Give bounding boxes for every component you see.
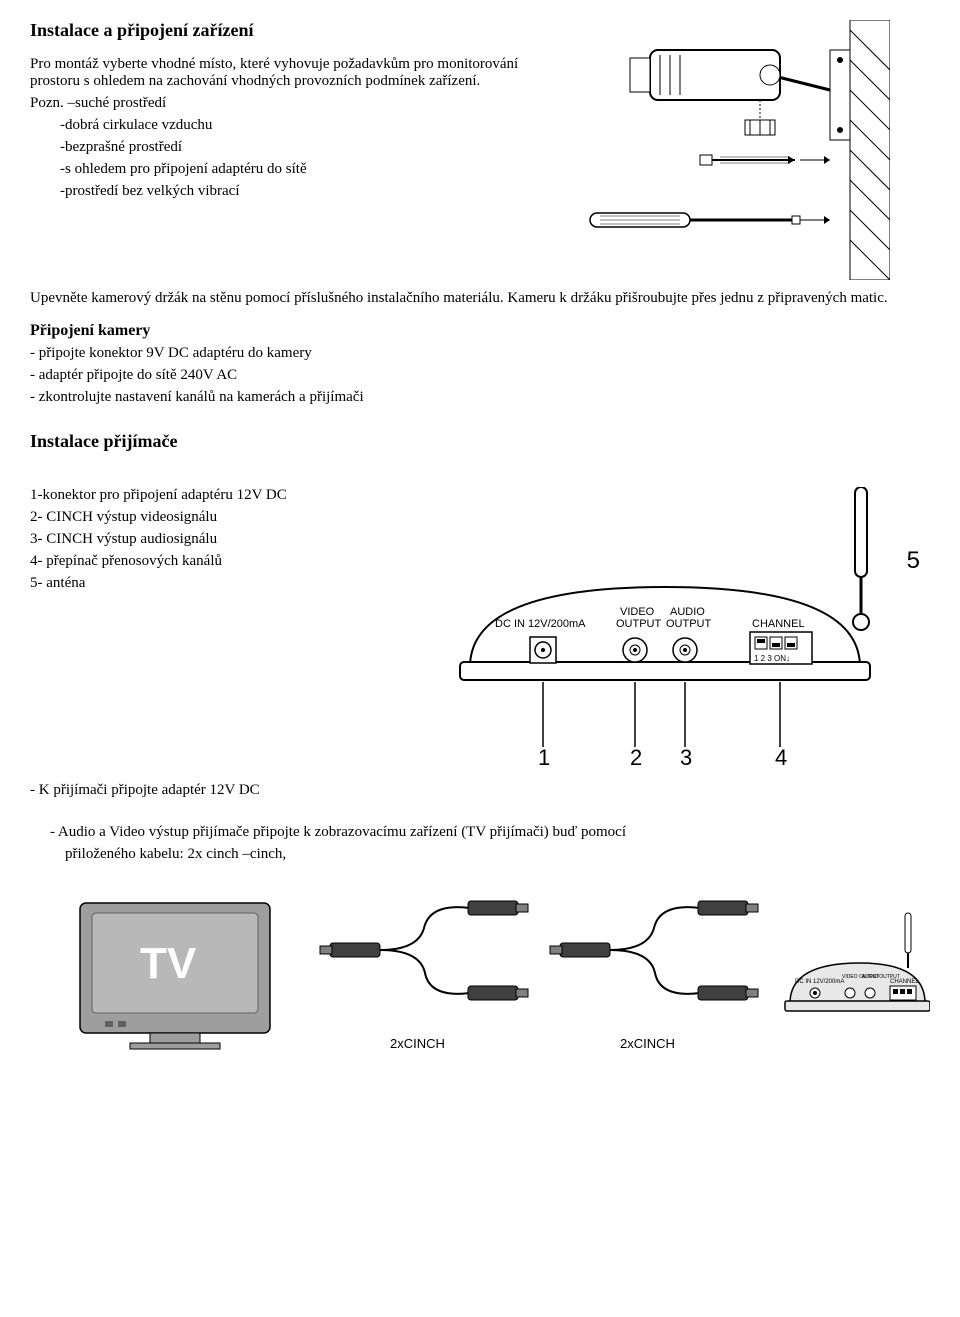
receiver-list-item: 5- anténa: [30, 575, 410, 592]
camera-mount-svg: [570, 20, 890, 280]
tv-label: TV: [140, 939, 197, 988]
antenna-label-5: 5: [907, 547, 920, 575]
tv-connection-diagram: TV 2xCINCH: [30, 883, 930, 1063]
condition-item: -s ohledem pro připojení adaptéru do sít…: [60, 161, 530, 178]
connect-item: - připojte konektor 9V DC adaptéru do ka…: [30, 345, 930, 362]
receiver-connect-line-2a: - Audio a Video výstup přijímače připojt…: [50, 824, 930, 841]
rx-channel-label: CHANNEL: [890, 979, 919, 985]
condition-item: -bezprašné prostředí: [60, 139, 530, 156]
receiver-list-item: 4- přepínač přenosových kanálů: [30, 553, 410, 570]
callout-1: 1: [538, 745, 550, 767]
connect-item: - zkontrolujte nastavení kanálů na kamer…: [30, 389, 930, 406]
section-installation: Instalace a připojení zařízení Pro montá…: [30, 20, 930, 280]
cinch-cable-2: 2xCINCH: [550, 901, 758, 1051]
dc-label: DC IN 12V/200mA: [495, 618, 586, 630]
tv-connection-svg: TV 2xCINCH: [30, 883, 930, 1063]
audio-label-1: AUDIO: [670, 606, 705, 618]
installation-text: Instalace a připojení zařízení Pro montá…: [30, 20, 530, 280]
heading-receiver-installation: Instalace přijímače: [30, 431, 930, 452]
receiver-small: DC IN 12V/200mA VIDEO OUTPUT AUDIO OUTPU…: [785, 913, 930, 1011]
cinch-label-1: 2xCINCH: [390, 1036, 445, 1051]
receiver-connect-line-1: - K přijímači připojte adaptér 12V DC: [30, 782, 930, 799]
callout-3: 3: [680, 745, 692, 767]
callout-4: 4: [775, 745, 787, 767]
callout-2: 2: [630, 745, 642, 767]
conditions-list: -dobrá cirkulace vzduchu -bezprašné pros…: [60, 117, 530, 200]
heading-installation: Instalace a připojení zařízení: [30, 20, 530, 41]
audio-label-2: OUTPUT: [666, 618, 712, 630]
note-label: Pozn. –suché prostředí: [30, 95, 530, 112]
heading-camera-connection: Připojení kamery: [30, 322, 930, 340]
rx-dc-label: DC IN 12V/200mA: [795, 979, 844, 985]
cinch-label-2: 2xCINCH: [620, 1036, 675, 1051]
connect-item: - adaptér připojte do sítě 240V AC: [30, 367, 930, 384]
video-label-2: OUTPUT: [616, 618, 662, 630]
section-receiver: 1-konektor pro připojení adaptéru 12V DC…: [30, 487, 930, 1063]
mount-instructions: Upevněte kamerový držák na stěnu pomocí …: [30, 290, 930, 307]
receiver-list-item: 2- CINCH výstup videosignálu: [30, 509, 410, 526]
receiver-diagram-svg: 1 2 3 ON↓ DC IN 12V/200mA VIDEO OUTPUT A…: [430, 487, 910, 767]
receiver-diagram-container: 5: [410, 487, 930, 767]
receiver-connect-line-2b: přiloženého kabelu: 2x cinch –cinch,: [50, 846, 930, 863]
receiver-list: 1-konektor pro připojení adaptéru 12V DC…: [30, 487, 410, 767]
video-label-1: VIDEO: [620, 606, 655, 618]
receiver-list-item: 1-konektor pro připojení adaptéru 12V DC: [30, 487, 410, 504]
receiver-list-item: 3- CINCH výstup audiosignálu: [30, 531, 410, 548]
condition-item: -prostředí bez velkých vibrací: [60, 183, 530, 200]
intro-paragraph: Pro montáž vyberte vhodné místo, které v…: [30, 56, 530, 90]
channel-nums-label: 1 2 3 ON↓: [754, 654, 790, 663]
condition-item: -dobrá cirkulace vzduchu: [60, 117, 530, 134]
channel-label: CHANNEL: [752, 618, 805, 630]
camera-mount-diagram: [530, 20, 930, 280]
cinch-cable-1: 2xCINCH: [320, 901, 528, 1051]
